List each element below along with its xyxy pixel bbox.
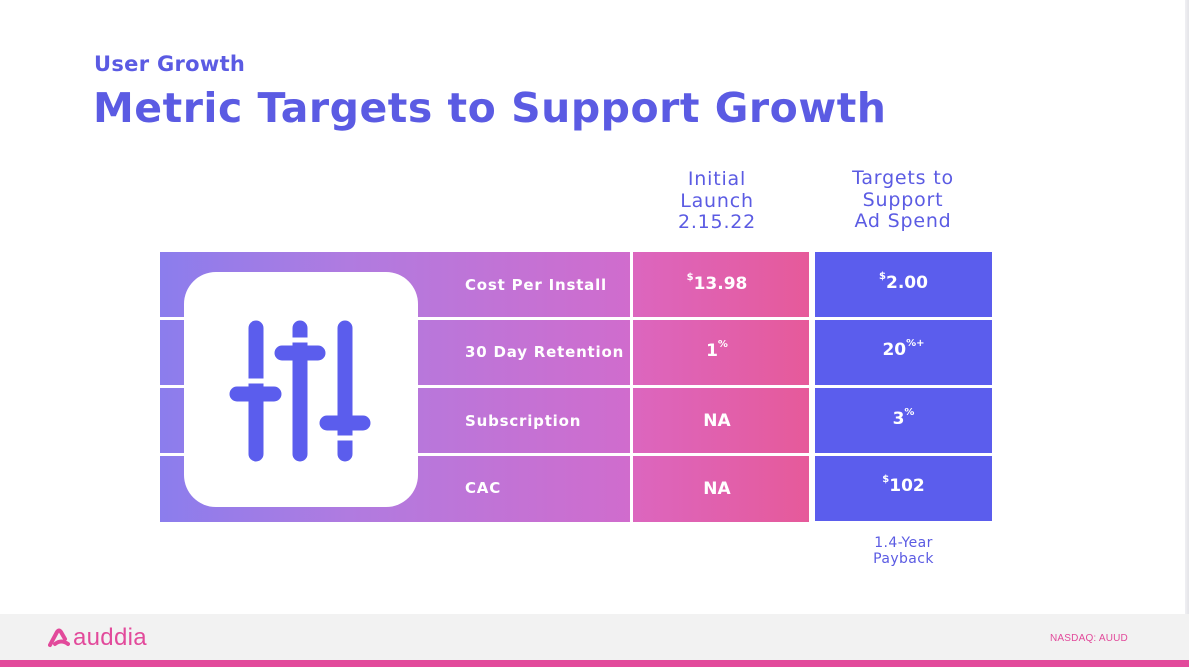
- sliders-icon-card: [184, 272, 418, 507]
- auddia-logo: auddia: [48, 624, 147, 652]
- initial-value-cost-per-install: $13.98: [686, 272, 748, 294]
- section-eyebrow: User Growth: [94, 52, 246, 76]
- initial-value-cac: NA: [703, 479, 731, 499]
- right-edge-shadow: [1185, 0, 1189, 614]
- ticker-label: NASDAQ: AUUD: [1050, 633, 1128, 644]
- column-header-line: Initial: [687, 168, 747, 190]
- logo-text: auddia: [73, 624, 147, 651]
- column-header-initial-launch: Initial Launch 2.15.22: [632, 168, 802, 234]
- target-value-cac: $102: [882, 474, 925, 496]
- initial-cell-4: [633, 456, 809, 522]
- column-header-targets: Targets to Support Ad Spend: [814, 167, 992, 233]
- target-cell-3: [815, 388, 992, 453]
- auddia-logo-icon: [48, 628, 70, 647]
- column-header-line: Launch: [680, 189, 754, 212]
- column-header-line: Targets to: [852, 167, 954, 189]
- footer-bar: [0, 614, 1189, 660]
- target-value-cost-per-install: $2.00: [879, 271, 928, 293]
- target-cell-2: [815, 320, 992, 385]
- target-cell-1: [815, 252, 992, 317]
- column-header-line: Ad Spend: [854, 210, 952, 232]
- column-header-line: 2.15.22: [677, 211, 757, 233]
- row-label-cac: CAC: [465, 479, 502, 497]
- initial-cell-3: [633, 388, 809, 453]
- page-title: Metric Targets to Support Growth: [93, 84, 887, 132]
- row-label-subscription: Subscription: [465, 412, 582, 430]
- target-cell-4: [815, 456, 992, 521]
- initial-cell-1: [633, 252, 809, 317]
- footnote-line: 1.4-Year: [874, 535, 933, 551]
- row-label-cost-per-install: Cost Per Install: [465, 276, 607, 294]
- initial-value-30-day-retention: 1%: [706, 339, 728, 361]
- payback-footnote: 1.4-Year Payback: [815, 535, 992, 567]
- target-value-30-day-retention: 20%+: [882, 338, 925, 360]
- footer-accent-line: [0, 660, 1189, 667]
- sliders-icon: [229, 320, 371, 462]
- initial-value-subscription: NA: [703, 411, 731, 431]
- target-value-subscription: 3%: [892, 407, 915, 429]
- row-label-30-day-retention: 30 Day Retention: [465, 343, 625, 361]
- footnote-line: Payback: [873, 551, 934, 567]
- column-header-line: Support: [862, 188, 944, 211]
- initial-cell-2: [633, 320, 809, 385]
